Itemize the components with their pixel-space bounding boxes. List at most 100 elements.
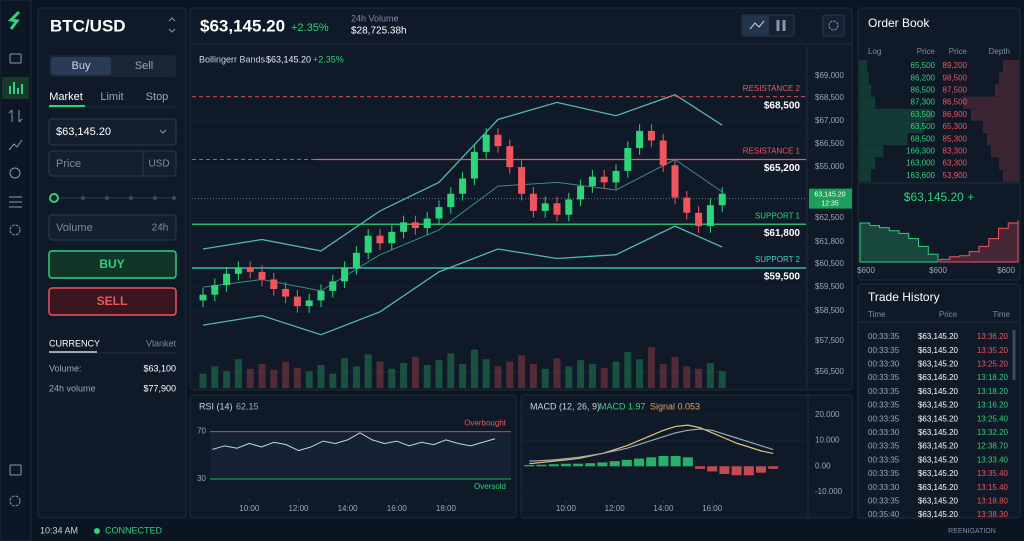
level-name: SUPPORT 2 xyxy=(755,255,801,264)
sell-label: SELL xyxy=(97,294,128,308)
histogram-bar xyxy=(609,461,620,467)
sell-tab[interactable]: Sell xyxy=(135,60,153,72)
y-axis-label: $56,500 xyxy=(815,367,844,376)
placeholder: Price xyxy=(56,158,81,170)
mid-price: $63,145.20 + xyxy=(904,190,974,204)
buy-tab-active[interactable] xyxy=(51,57,111,75)
order-type-tab[interactable]: Market xyxy=(49,91,83,103)
list-icon[interactable] xyxy=(9,196,22,208)
price-select[interactable] xyxy=(48,118,177,146)
logo xyxy=(7,10,21,30)
trade-timestamp: 13:35.20 xyxy=(977,346,1009,355)
trend-icon[interactable] xyxy=(8,139,23,151)
volume-input[interactable] xyxy=(48,214,177,241)
order-type-tab[interactable]: Stop xyxy=(146,91,169,103)
y-axis-label: $66,500 xyxy=(815,139,844,148)
depth-area xyxy=(939,220,1019,263)
bid-price: 68,500 xyxy=(911,134,936,143)
buy-button[interactable] xyxy=(48,250,177,279)
candle-body xyxy=(636,130,644,149)
histogram-bar xyxy=(585,463,596,467)
x-tick-label: 10:00 xyxy=(556,504,577,513)
bid-price: 65,500 xyxy=(911,61,936,70)
y-axis-label: $60,500 xyxy=(815,259,844,268)
volume-bar xyxy=(506,361,514,388)
trade-price: $63,145.20 xyxy=(918,387,959,396)
volume-bar xyxy=(376,361,384,388)
pair-title: BTC/USD xyxy=(50,16,126,35)
candle-body xyxy=(541,203,549,211)
volume-value: $28,725.38h xyxy=(351,26,407,37)
candle-body xyxy=(470,151,478,179)
volume-bar xyxy=(494,366,502,388)
y-axis-label: $57,500 xyxy=(815,336,844,345)
volume-bar xyxy=(529,364,537,388)
active-nav[interactable] xyxy=(2,77,29,99)
x-tick-label: 18:00 xyxy=(436,504,457,513)
candle-body xyxy=(695,212,703,227)
candle-body xyxy=(317,290,325,301)
candle-body xyxy=(388,231,396,244)
trade-price: $63,145.20 xyxy=(918,442,959,451)
pair-chevron[interactable] xyxy=(168,17,176,33)
price-input[interactable] xyxy=(48,150,177,177)
trade-price: $63,145.20 xyxy=(918,332,959,341)
depth-area xyxy=(859,222,939,263)
candle-body xyxy=(553,203,561,215)
bid-price: 63,500 xyxy=(911,122,936,131)
x-tick-label: 16:00 xyxy=(702,504,723,513)
candle-body xyxy=(671,165,679,198)
bid-depth-bar xyxy=(859,84,872,97)
wallet-icon[interactable] xyxy=(9,53,22,64)
trade-timestamp: 13:32.20 xyxy=(977,428,1009,437)
candle-body xyxy=(364,235,372,253)
histogram-bar xyxy=(573,463,584,467)
trade-time: 00:33:30 xyxy=(868,360,900,369)
bid-depth-bar xyxy=(859,133,908,146)
settings-icon[interactable] xyxy=(9,167,21,179)
sell-button[interactable] xyxy=(48,287,177,316)
rsi-line xyxy=(212,432,496,452)
order-type-tab[interactable]: Limit xyxy=(100,91,123,103)
y-tick-label: 20.000 xyxy=(815,410,840,419)
column-header: Price xyxy=(939,310,958,319)
candle-body xyxy=(258,271,266,280)
trade-timestamp: 13:25.40 xyxy=(977,414,1009,423)
volume-bar xyxy=(258,364,266,388)
info-tab[interactable]: CURRENCY xyxy=(49,338,100,348)
window-icon[interactable] xyxy=(9,464,22,476)
slider-step xyxy=(81,196,85,200)
settings-icon[interactable] xyxy=(9,495,21,507)
candle-body xyxy=(400,222,408,232)
ask-depth-bar xyxy=(983,121,1019,133)
panel-title: MACD (12, 26, 9) xyxy=(530,401,600,411)
histogram-bar xyxy=(755,466,766,473)
ask-depth-bar xyxy=(995,84,1019,97)
bid-price: 86,200 xyxy=(911,73,936,82)
threshold-label: Oversold xyxy=(474,482,506,491)
info-tab[interactable]: Vlanket xyxy=(146,338,177,348)
settings-button[interactable] xyxy=(822,14,845,37)
volume-bar xyxy=(600,367,608,388)
line-view[interactable] xyxy=(743,16,769,35)
bid-depth-bar xyxy=(859,169,872,182)
trade-timestamp: 13:33.40 xyxy=(977,455,1009,464)
price-select-value: $63,145.20 xyxy=(56,126,111,138)
slider-thumb[interactable] xyxy=(49,193,59,203)
trade-price: $63,145.20 xyxy=(918,497,959,506)
gear-icon[interactable] xyxy=(9,224,21,236)
header-price: $63,145.20 xyxy=(200,16,285,35)
header-change: +2.35% xyxy=(291,22,329,34)
y-tick-label: 10.000 xyxy=(815,436,840,445)
buy-tab[interactable]: Buy xyxy=(72,60,91,72)
candle-body xyxy=(494,134,502,147)
trade-price: $63,145.20 xyxy=(918,428,959,437)
level-name: RESISTANCE 2 xyxy=(743,84,801,93)
histogram-bar xyxy=(560,463,571,467)
ask-price: 86,500 xyxy=(943,98,968,107)
level-value: $61,800 xyxy=(764,228,801,239)
candle-body xyxy=(329,281,337,291)
y-axis-label: $58,500 xyxy=(815,306,844,315)
transfer-icon[interactable] xyxy=(8,109,23,123)
ask-depth-bar xyxy=(971,108,1019,121)
